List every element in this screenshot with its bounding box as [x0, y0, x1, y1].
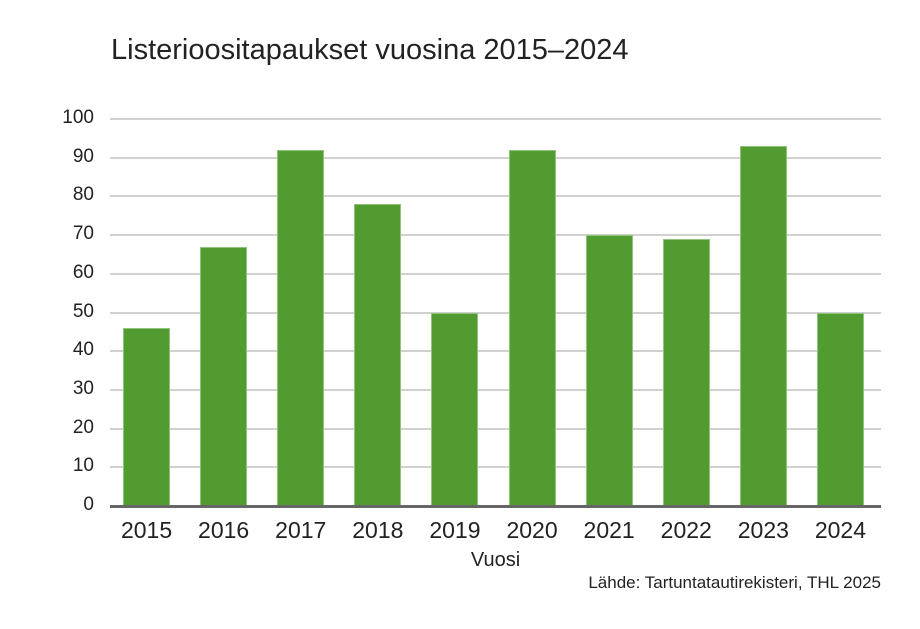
y-tick-label: 30	[72, 377, 94, 399]
bar-2016	[200, 246, 248, 506]
source-note: Lähde: Tartuntatautirekisteri, THL 2025	[588, 573, 881, 592]
x-tick-label: 2020	[506, 517, 558, 543]
plot-area	[110, 118, 881, 506]
chart-title: Listerioositapaukset vuosina 2015–2024	[111, 34, 629, 66]
x-tick-label: 2017	[275, 517, 327, 543]
x-tick-label: 2024	[814, 517, 867, 543]
y-tick-label: 0	[83, 494, 94, 515]
bar-2021	[585, 235, 633, 506]
gridline	[110, 466, 881, 469]
y-tick-label: 10	[72, 455, 94, 477]
gridline	[110, 427, 881, 430]
bar-2019	[431, 312, 479, 506]
y-tick-label: 40	[72, 339, 94, 361]
y-tick-label: 100	[62, 107, 94, 128]
gridline	[110, 234, 881, 237]
y-tick-label: 20	[72, 416, 94, 438]
x-tick-label: 2022	[660, 517, 712, 543]
gridline	[110, 350, 881, 353]
bar-2024	[816, 312, 864, 506]
x-axis-label: Vuosi	[470, 549, 521, 571]
x-tick-label: 2015	[120, 517, 173, 543]
x-tick-label: 2021	[583, 517, 635, 543]
gridline	[110, 388, 881, 391]
gridline	[110, 118, 881, 120]
x-tick-label: 2019	[429, 517, 481, 543]
bar-2018	[354, 204, 402, 506]
bar-2020	[508, 149, 556, 506]
gridline	[110, 156, 881, 159]
y-tick-label: 50	[72, 300, 94, 322]
gridline	[110, 272, 881, 275]
x-axis-baseline	[110, 505, 881, 508]
bar-2023	[739, 146, 787, 506]
bar-2022	[662, 238, 710, 506]
y-tick-label: 90	[72, 145, 94, 167]
x-tick-label: 2018	[352, 517, 404, 543]
x-tick-label: 2023	[737, 517, 789, 543]
gridline	[110, 195, 881, 198]
bar-2015	[123, 327, 171, 506]
gridline	[110, 311, 881, 314]
y-tick-label: 60	[72, 261, 94, 283]
bar-2017	[277, 149, 325, 506]
x-tick-label: 2016	[198, 517, 250, 543]
y-tick-label: 80	[72, 184, 94, 206]
y-tick-label: 70	[72, 223, 94, 245]
